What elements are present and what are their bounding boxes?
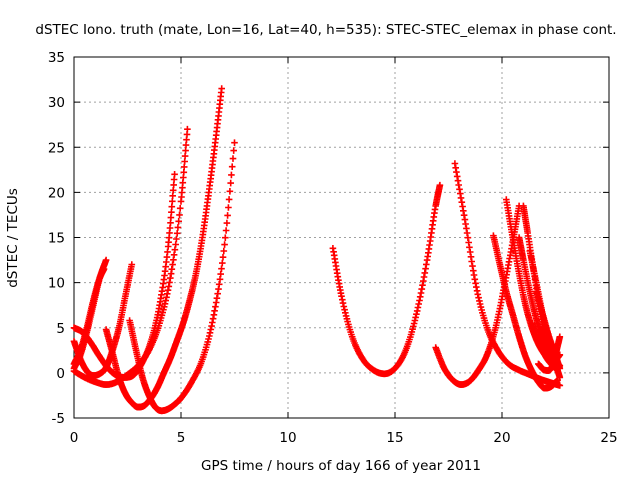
data-point <box>475 294 482 301</box>
data-point <box>219 259 226 267</box>
data-point <box>224 212 231 219</box>
data-point <box>460 207 467 215</box>
x-tick-label: 0 <box>70 430 79 446</box>
data-series <box>70 85 564 415</box>
x-tick-label: 15 <box>386 430 403 446</box>
data-point <box>556 382 564 389</box>
data-point <box>225 204 232 211</box>
x-tick-labels: 0 5 10 15 20 25 <box>70 430 618 446</box>
y-tick-label: 15 <box>48 231 65 247</box>
data-point <box>225 196 233 203</box>
data-point <box>463 229 471 237</box>
data-point <box>460 211 468 219</box>
series-5 <box>70 125 191 388</box>
data-point <box>458 198 466 206</box>
y-tick-label: 5 <box>56 321 65 337</box>
data-point <box>128 261 136 268</box>
data-point <box>176 205 184 212</box>
data-point <box>173 230 181 237</box>
series-6 <box>102 85 225 411</box>
y-tick-labels: -5 0 5 10 15 20 25 30 35 <box>48 50 65 427</box>
series-18 <box>528 319 561 369</box>
data-point <box>228 171 235 179</box>
data-point <box>102 256 110 264</box>
y-tick-label: 20 <box>48 185 65 201</box>
data-point <box>218 265 225 272</box>
data-point <box>222 227 230 234</box>
series-4 <box>70 171 178 381</box>
data-point <box>423 261 430 268</box>
y-tick-label: -5 <box>52 411 65 427</box>
data-point <box>231 139 238 146</box>
data-point <box>227 179 234 187</box>
x-tick-label: 5 <box>177 430 186 446</box>
data-point <box>184 125 191 133</box>
y-tick-label: 35 <box>48 50 65 66</box>
data-point <box>221 241 228 248</box>
data-point <box>100 265 108 273</box>
data-point <box>175 218 182 225</box>
data-point <box>230 147 237 154</box>
chart-title: dSTEC Iono. truth (mate, Lon=16, Lat=40,… <box>35 22 616 38</box>
y-axis-label: dSTEC / TECUs <box>5 188 21 288</box>
data-point <box>421 269 429 277</box>
y-tick-label: 10 <box>48 276 65 292</box>
data-point <box>462 220 469 228</box>
data-point <box>436 181 444 189</box>
data-point <box>471 276 479 283</box>
series-7 <box>126 139 238 415</box>
data-point <box>229 155 237 162</box>
x-tick-label: 20 <box>493 430 510 446</box>
data-point <box>453 168 460 176</box>
data-point <box>171 171 178 178</box>
series-11 <box>490 232 561 392</box>
data-point <box>340 303 348 310</box>
data-point <box>556 333 564 341</box>
data-point <box>226 188 234 195</box>
data-point <box>413 310 420 318</box>
data-point <box>556 374 564 381</box>
data-point <box>174 224 182 231</box>
data-point <box>474 291 482 298</box>
x-tick-label: 25 <box>600 430 617 446</box>
data-point <box>414 304 422 311</box>
data-point <box>464 234 472 241</box>
data-point <box>228 163 236 170</box>
data-point <box>222 234 229 241</box>
data-point <box>173 235 180 243</box>
data-point <box>554 362 561 369</box>
series-8 <box>329 181 444 378</box>
y-tick-label: 30 <box>48 95 65 111</box>
y-tick-label: 25 <box>48 140 65 156</box>
data-point <box>473 283 480 291</box>
x-tick-label: 10 <box>279 430 296 446</box>
x-axis-label: GPS time / hours of day 166 of year 2011 <box>201 458 481 474</box>
data-point <box>218 85 225 92</box>
data-point <box>342 309 349 317</box>
data-point <box>223 219 231 227</box>
data-point <box>220 247 228 255</box>
data-point <box>176 211 183 219</box>
data-point <box>466 244 473 251</box>
data-point <box>451 160 459 167</box>
data-point <box>219 253 227 261</box>
y-tick-label: 0 <box>56 366 65 382</box>
